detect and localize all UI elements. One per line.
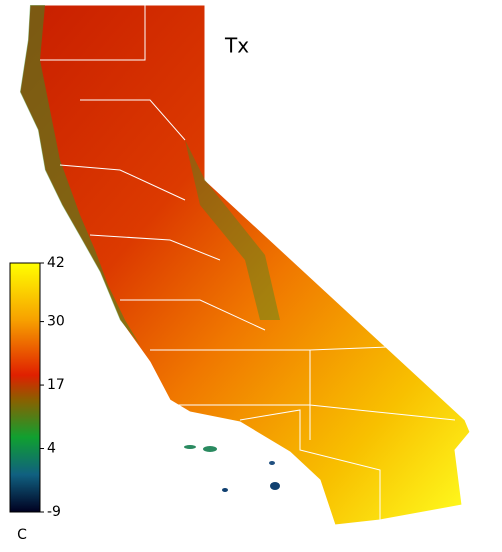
coastal-zone — [20, 5, 140, 345]
colorbar: 42 30 17 4 -9 — [9, 255, 65, 520]
island — [222, 488, 228, 492]
colorbar-tick-label: -9 — [47, 504, 61, 520]
island — [270, 482, 280, 490]
island — [184, 445, 196, 449]
islands — [184, 445, 280, 492]
county-lines — [40, 5, 456, 520]
colorbar-tick-label: 4 — [47, 441, 56, 457]
colorbar-tick-label: 42 — [47, 255, 65, 271]
colorbar-ramp — [9, 262, 41, 513]
state-shape — [19, 4, 471, 526]
colorbar-tick-label: 30 — [47, 314, 65, 330]
island — [269, 461, 275, 465]
california-map — [19, 4, 471, 526]
map-title: Tx — [224, 34, 249, 58]
sierra-zone — [185, 140, 280, 320]
colorbar-tick-label: 17 — [47, 377, 65, 393]
colorbar-unit: C — [17, 527, 27, 543]
island — [203, 446, 217, 452]
